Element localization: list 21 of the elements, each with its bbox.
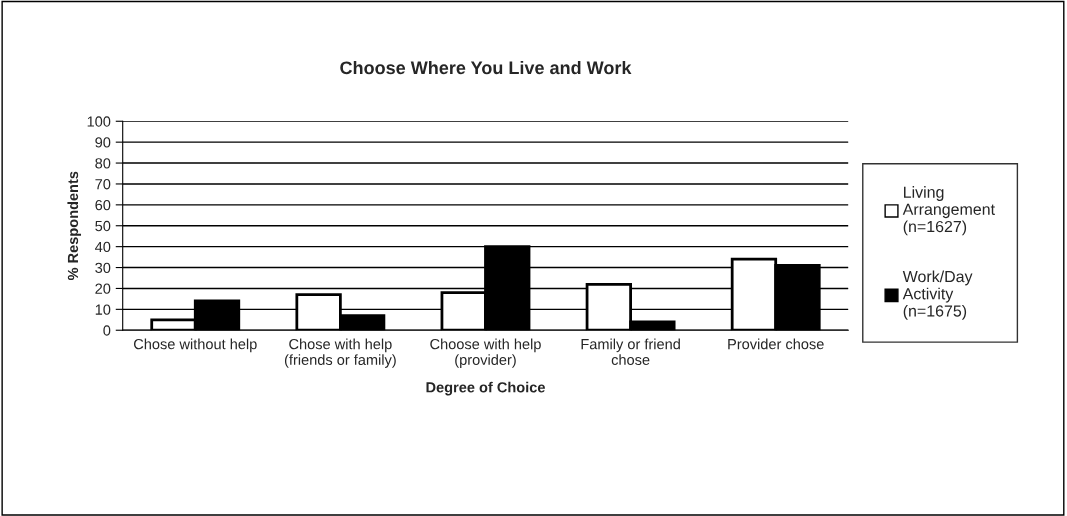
y-tick-label: 60	[95, 199, 111, 211]
y-tick-label: 40	[95, 241, 111, 253]
y-tick-label: 10	[95, 304, 111, 315]
x-axis-title: Degree of Choice	[426, 381, 545, 396]
y-tick-label: 80	[95, 158, 111, 169]
legend-label: Living Arrangement (n=1627)	[902, 186, 995, 236]
y-tick-label: 100	[87, 116, 111, 127]
y-tick-label: 20	[95, 283, 111, 294]
x-tick-label: Chose without help	[133, 338, 257, 353]
x-tick-label: Chose with help (friends or family)	[284, 338, 396, 368]
x-tick-label: Choose with help (provider)	[430, 338, 541, 368]
y-tick-label: 0	[103, 325, 111, 336]
x-tick-label: Family or friend chose	[581, 338, 680, 365]
y-tick-label: 50	[95, 220, 111, 232]
y-tick-label: 30	[95, 262, 111, 273]
y-tick-label: 70	[95, 179, 111, 190]
legend-label: Work/Day Activity (n=1675)	[902, 270, 973, 320]
x-tick-label: Provider chose	[728, 338, 824, 350]
y-tick-label: 90	[95, 137, 111, 148]
chart-title: Choose Where You Live and Work	[340, 60, 632, 75]
y-axis-title: % Respondents	[67, 171, 82, 281]
